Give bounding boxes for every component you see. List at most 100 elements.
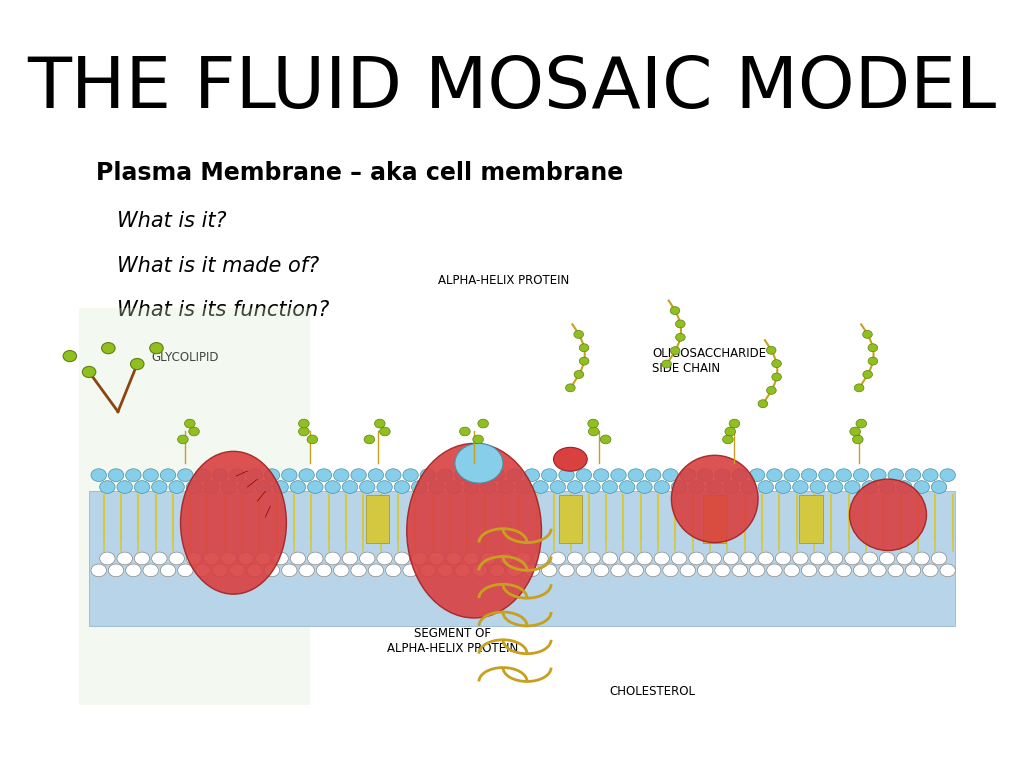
Point xyxy=(444,546,457,555)
Circle shape xyxy=(775,552,791,564)
Point xyxy=(565,510,578,519)
Circle shape xyxy=(671,346,680,355)
Circle shape xyxy=(351,468,367,482)
Point xyxy=(150,510,162,519)
Point xyxy=(375,546,387,555)
Circle shape xyxy=(559,564,574,577)
Polygon shape xyxy=(89,491,955,626)
Circle shape xyxy=(229,468,245,482)
Circle shape xyxy=(836,468,851,482)
Circle shape xyxy=(784,468,800,482)
Point xyxy=(115,510,127,519)
Circle shape xyxy=(334,564,349,577)
Circle shape xyxy=(152,481,167,493)
Point xyxy=(825,510,838,519)
Point xyxy=(513,510,525,519)
Point xyxy=(270,546,283,555)
Circle shape xyxy=(273,552,289,564)
Point xyxy=(669,491,681,500)
Text: OLIGOSACCHARIDE
SIDE CHAIN: OLIGOSACCHARIDE SIDE CHAIN xyxy=(652,347,766,375)
Circle shape xyxy=(897,481,912,493)
Circle shape xyxy=(101,343,115,354)
Circle shape xyxy=(715,564,730,577)
Point xyxy=(496,510,508,519)
Point xyxy=(929,546,941,555)
Point xyxy=(843,534,855,543)
Circle shape xyxy=(868,357,878,365)
Circle shape xyxy=(676,320,685,328)
Circle shape xyxy=(455,468,470,482)
Circle shape xyxy=(707,481,722,493)
Circle shape xyxy=(905,564,921,577)
Circle shape xyxy=(169,481,184,493)
Circle shape xyxy=(827,481,843,493)
Point xyxy=(236,534,248,543)
Circle shape xyxy=(524,564,540,577)
Circle shape xyxy=(585,552,600,564)
Circle shape xyxy=(697,564,713,577)
Point xyxy=(461,546,473,555)
Circle shape xyxy=(247,468,262,482)
Point xyxy=(288,510,300,519)
Circle shape xyxy=(239,552,254,564)
Point xyxy=(652,546,665,555)
Point xyxy=(686,534,698,543)
Point xyxy=(478,534,490,543)
Circle shape xyxy=(402,564,418,577)
Circle shape xyxy=(672,481,687,493)
Point xyxy=(270,491,283,500)
Circle shape xyxy=(464,552,479,564)
Circle shape xyxy=(862,552,878,564)
Circle shape xyxy=(256,481,271,493)
Point xyxy=(583,510,595,519)
Circle shape xyxy=(729,419,739,428)
Circle shape xyxy=(351,564,367,577)
Circle shape xyxy=(307,435,317,444)
Circle shape xyxy=(610,564,627,577)
Circle shape xyxy=(689,552,705,564)
Circle shape xyxy=(897,552,912,564)
Circle shape xyxy=(672,552,687,564)
Point xyxy=(357,491,370,500)
Point xyxy=(773,546,785,555)
Circle shape xyxy=(342,552,357,564)
Point xyxy=(305,491,317,500)
Point xyxy=(357,534,370,543)
Circle shape xyxy=(143,564,159,577)
Text: PHOSPHOLIPID: PHOSPHOLIPID xyxy=(118,597,204,609)
Point xyxy=(825,491,838,500)
Point xyxy=(583,534,595,543)
Point xyxy=(132,510,144,519)
Circle shape xyxy=(377,481,392,493)
Circle shape xyxy=(758,481,773,493)
Circle shape xyxy=(316,564,332,577)
Point xyxy=(236,510,248,519)
Point xyxy=(860,534,872,543)
Text: THE FLUID MOSAIC MODEL: THE FLUID MOSAIC MODEL xyxy=(28,54,996,123)
Point xyxy=(686,491,698,500)
Circle shape xyxy=(299,468,314,482)
Point xyxy=(305,510,317,519)
Point xyxy=(340,491,352,500)
Circle shape xyxy=(577,564,592,577)
Circle shape xyxy=(602,552,617,564)
Circle shape xyxy=(117,552,132,564)
Circle shape xyxy=(932,552,947,564)
Circle shape xyxy=(567,481,583,493)
Point xyxy=(496,546,508,555)
Circle shape xyxy=(307,481,323,493)
Bar xyxy=(367,495,389,542)
Circle shape xyxy=(588,419,598,428)
Point xyxy=(652,534,665,543)
Circle shape xyxy=(282,468,297,482)
Point xyxy=(219,546,231,555)
Circle shape xyxy=(99,481,115,493)
Point xyxy=(323,491,335,500)
Circle shape xyxy=(772,373,781,381)
Circle shape xyxy=(429,481,444,493)
Circle shape xyxy=(819,468,835,482)
Point xyxy=(617,491,630,500)
Circle shape xyxy=(247,564,262,577)
Point xyxy=(929,491,941,500)
Point xyxy=(97,546,110,555)
